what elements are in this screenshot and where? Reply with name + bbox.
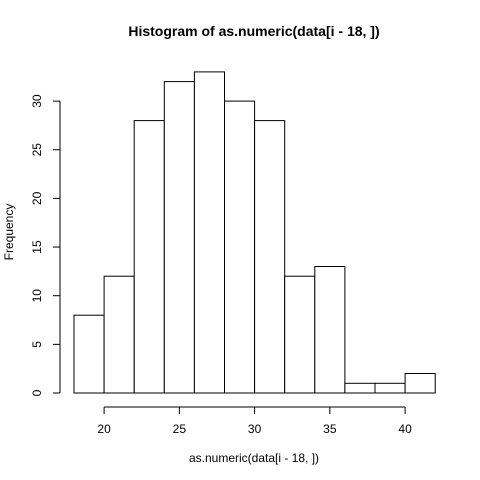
histogram-bars bbox=[74, 72, 435, 393]
histogram-bar-4 bbox=[194, 72, 224, 393]
x-tick-label: 30 bbox=[248, 422, 262, 436]
histogram-bar-10 bbox=[375, 383, 405, 393]
y-tick-label: 15 bbox=[30, 240, 44, 254]
y-axis-label: Frequency bbox=[2, 204, 16, 261]
y-tick-label: 0 bbox=[30, 389, 44, 396]
x-tick-label: 40 bbox=[398, 422, 412, 436]
x-tick-label: 35 bbox=[323, 422, 337, 436]
histogram-bar-6 bbox=[255, 121, 285, 393]
histogram-bar-0 bbox=[74, 315, 104, 393]
histogram-bar-5 bbox=[225, 101, 255, 393]
y-axis: 0 5 10 15 20 25 30 bbox=[30, 94, 60, 396]
histogram-bar-1 bbox=[104, 276, 134, 393]
y-tick-label: 25 bbox=[30, 143, 44, 157]
x-tick-label: 25 bbox=[173, 422, 187, 436]
x-axis-label: as.numeric(data[i - 18, ]) bbox=[189, 451, 319, 465]
x-tick-label: 20 bbox=[97, 422, 111, 436]
chart-title: Histogram of as.numeric(data[i - 18, ]) bbox=[128, 23, 379, 39]
histogram-bar-7 bbox=[285, 276, 315, 393]
y-tick-label: 30 bbox=[30, 94, 44, 108]
histogram-bar-3 bbox=[164, 82, 194, 393]
y-tick-label: 5 bbox=[30, 341, 44, 348]
histogram-bar-9 bbox=[345, 383, 375, 393]
histogram-bar-11 bbox=[405, 374, 435, 394]
x-axis: 20 25 30 35 40 bbox=[97, 407, 412, 436]
histogram-bar-8 bbox=[315, 267, 345, 394]
y-tick-label: 20 bbox=[30, 191, 44, 205]
y-tick-label: 10 bbox=[30, 289, 44, 303]
histogram-bar-2 bbox=[134, 121, 164, 393]
